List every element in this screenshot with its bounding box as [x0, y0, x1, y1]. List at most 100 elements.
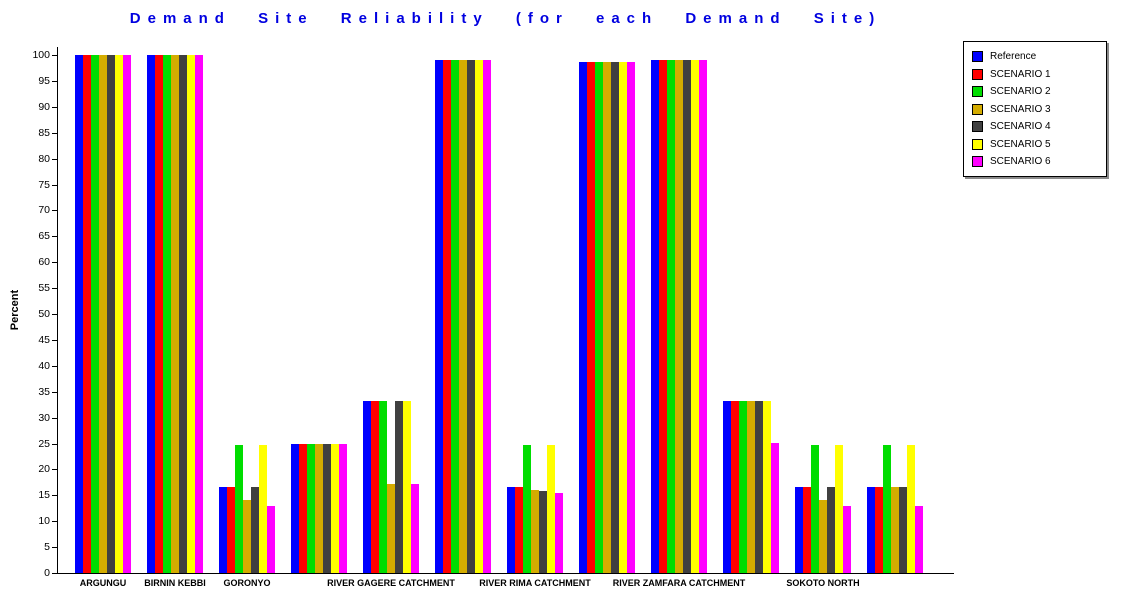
bar-reference: [723, 400, 731, 573]
bar-scenario-2: [811, 445, 819, 573]
x-axis-label: RIVER GAGERE CATCHMENT: [327, 578, 455, 588]
bar-reference: [867, 487, 875, 573]
y-tick-label: 30: [38, 411, 50, 424]
y-tick-label: 10: [38, 515, 50, 528]
y-tick-label: 50: [38, 308, 50, 320]
x-axis-label: GORONYO: [223, 578, 271, 588]
legend-item: SCENARIO 6: [972, 153, 1098, 171]
bar-scenario-4: [611, 62, 619, 573]
bar-scenario-2: [883, 445, 891, 573]
bar-scenario-4: [539, 491, 547, 573]
y-tick-label: 80: [38, 152, 50, 165]
y-tick-label: 85: [38, 126, 50, 139]
bar-scenario-2: [379, 400, 387, 573]
x-axis-label: RIVER ZAMFARA CATCHMENT: [612, 578, 746, 588]
bar-scenario-3: [531, 490, 539, 573]
bar-scenario-1: [443, 60, 451, 573]
bar-scenario-5: [259, 445, 267, 573]
bar-scenario-5: [403, 400, 411, 573]
legend-label: SCENARIO 3: [990, 103, 1051, 115]
bar-scenario-5: [115, 55, 123, 573]
bar-scenario-1: [587, 62, 595, 573]
x-axis-label: RIVER RIMA CATCHMENT: [479, 578, 591, 588]
bar-scenario-5: [475, 60, 483, 573]
bar-scenario-5: [835, 445, 843, 573]
bar-reference: [75, 55, 83, 573]
bar-scenario-6: [555, 493, 563, 573]
legend-item: SCENARIO 5: [972, 136, 1098, 154]
bar-scenario-6: [627, 62, 635, 573]
bar-scenario-4: [395, 400, 403, 573]
y-tick-label: 55: [38, 282, 50, 295]
bar-scenario-4: [827, 487, 835, 573]
bar-scenario-4: [323, 443, 331, 573]
bar-scenario-6: [915, 506, 923, 573]
legend-swatch: [972, 156, 983, 168]
legend-swatch: [972, 138, 983, 150]
bar-scenario-3: [891, 487, 899, 573]
bar-scenario-2: [235, 445, 243, 573]
legend-swatch: [972, 86, 983, 98]
y-tick-mark: [52, 210, 57, 212]
bar-scenario-6: [267, 506, 275, 573]
legend-label: SCENARIO 5: [990, 138, 1051, 150]
y-tick-label: 65: [38, 230, 50, 243]
bar-scenario-1: [299, 443, 307, 573]
legend-item: SCENARIO 4: [972, 118, 1098, 136]
bar-scenario-1: [83, 55, 91, 573]
bar-scenario-3: [819, 500, 827, 573]
bar-scenario-4: [899, 487, 907, 573]
bar-scenario-2: [451, 60, 459, 573]
bar-scenario-2: [307, 443, 315, 573]
bar-scenario-6: [411, 484, 419, 573]
x-axis-label: SOKOTO NORTH: [786, 578, 860, 588]
bar-scenario-6: [195, 55, 203, 573]
y-tick-label: 25: [38, 437, 50, 450]
legend-item: SCENARIO 3: [972, 101, 1098, 119]
bar-scenario-5: [619, 62, 627, 573]
bar-scenario-5: [331, 443, 339, 573]
bar-scenario-6: [699, 60, 707, 573]
y-tick-label: 95: [38, 74, 50, 87]
bar-reference: [219, 487, 227, 573]
bar-scenario-5: [691, 60, 699, 573]
bar-scenario-1: [659, 60, 667, 573]
bar-reference: [363, 400, 371, 573]
bar-scenario-1: [515, 487, 523, 573]
bar-scenario-1: [803, 487, 811, 573]
legend-label: SCENARIO 4: [990, 121, 1051, 133]
bar-scenario-3: [675, 60, 683, 573]
y-tick-mark: [52, 339, 57, 341]
bar-scenario-4: [755, 400, 763, 573]
bar-reference: [651, 60, 659, 573]
x-axis-label: ARGUNGU: [79, 578, 127, 588]
legend-label: SCENARIO 2: [990, 86, 1051, 98]
y-tick-label: 70: [38, 204, 50, 217]
bar-scenario-1: [875, 487, 883, 573]
bar-scenario-5: [763, 400, 771, 573]
y-tick-mark: [52, 314, 57, 315]
y-tick-label: 60: [38, 256, 50, 269]
y-tick-mark: [52, 132, 57, 134]
y-tick-label: 5: [44, 541, 50, 554]
bar-scenario-4: [467, 60, 475, 573]
y-tick-label: 75: [38, 178, 50, 191]
y-tick-label: 90: [38, 100, 50, 113]
y-tick-label: 40: [38, 359, 50, 372]
x-axis-label: BIRNIN KEBBI: [144, 578, 206, 588]
bar-scenario-1: [227, 487, 235, 573]
legend-label: Reference: [990, 51, 1037, 63]
legend-label: SCENARIO 6: [990, 156, 1051, 168]
bar-scenario-3: [747, 400, 755, 573]
bar-scenario-1: [155, 55, 163, 573]
chart-title: Demand Site Reliability (for each Demand…: [129, 10, 882, 27]
bar-scenario-4: [179, 55, 187, 573]
y-tick-mark: [52, 55, 57, 56]
legend-item: SCENARIO 1: [972, 66, 1098, 84]
bar-scenario-3: [243, 500, 251, 573]
legend-swatch: [972, 51, 983, 63]
bar-reference: [291, 443, 299, 573]
bar-scenario-3: [171, 55, 179, 573]
y-tick-mark: [52, 106, 57, 108]
